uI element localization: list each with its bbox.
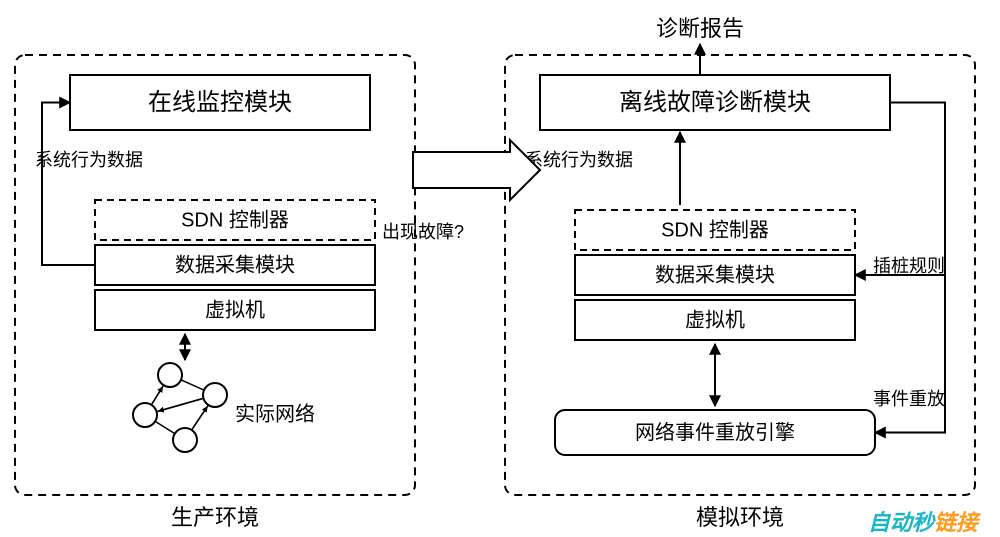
online-monitor-box-label: 在线监控模块 bbox=[148, 89, 292, 116]
production-env-frame-label: 生产环境 bbox=[171, 505, 259, 530]
right-collect-box-label: 数据采集模块 bbox=[655, 263, 775, 286]
diagnosis-report-label: 诊断报告 bbox=[656, 16, 744, 41]
left-sdn-box-label: SDN 控制器 bbox=[181, 208, 289, 231]
left-sys-data-label: 系统行为数据 bbox=[35, 150, 143, 170]
simulation-env-frame-label: 模拟环境 bbox=[696, 505, 784, 530]
diag-to-replay-arrow bbox=[875, 275, 945, 433]
replay-engine-box-label: 网络事件重放引擎 bbox=[635, 421, 795, 444]
right-sdn-box-label: SDN 控制器 bbox=[661, 218, 769, 241]
fault-transfer-arrow bbox=[413, 140, 540, 200]
watermark-text: 自动秒链接 bbox=[868, 510, 981, 535]
instrument-rule-label: 插桩规则 bbox=[873, 256, 945, 276]
left-vm-box-label: 虚拟机 bbox=[205, 298, 265, 321]
right-sys-data-label: 系统行为数据 bbox=[525, 150, 633, 170]
event-replay-label: 事件重放 bbox=[873, 389, 945, 409]
actual-network-label: 实际网络 bbox=[235, 402, 315, 425]
fault-question-label: 出现故障? bbox=[382, 222, 464, 242]
offline-diag-box-label: 离线故障诊断模块 bbox=[619, 89, 811, 116]
actual-network-graph bbox=[133, 363, 227, 452]
left-collect-box-label: 数据采集模块 bbox=[175, 253, 295, 276]
right-vm-box-label: 虚拟机 bbox=[685, 308, 745, 331]
